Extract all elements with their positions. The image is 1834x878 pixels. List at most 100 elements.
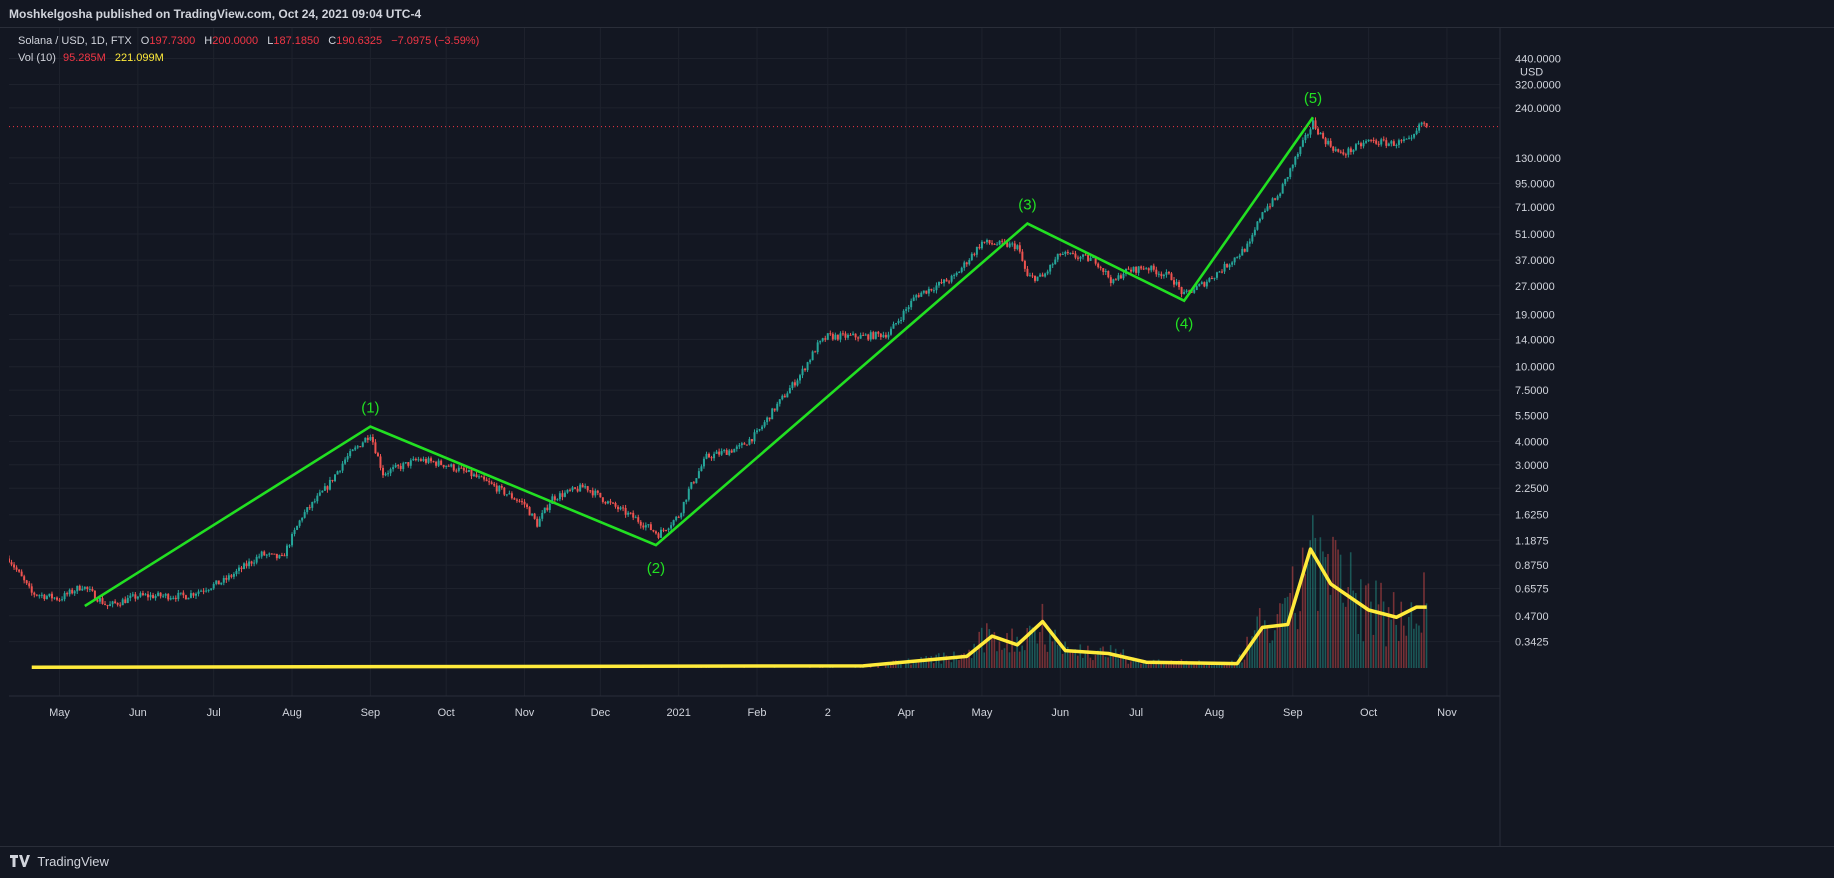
volume-bar — [1402, 625, 1405, 668]
volume-bar — [1054, 629, 1056, 668]
volume-bar — [1034, 629, 1036, 668]
candle-body — [1344, 154, 1347, 156]
volume-bar — [1362, 641, 1365, 668]
candle-body — [1365, 141, 1368, 143]
candle-body — [895, 323, 898, 325]
volume-bar — [965, 657, 968, 668]
x-tick-label: Dec — [591, 707, 611, 719]
candle-body — [922, 290, 925, 293]
candle-body — [1160, 273, 1163, 277]
volume-bar — [1104, 656, 1107, 668]
candle-body — [222, 577, 225, 583]
volume-bar — [1256, 616, 1258, 668]
candle-body — [1097, 263, 1100, 268]
y-tick-label: 2.2500 — [1515, 483, 1549, 495]
volume-bar — [1339, 554, 1342, 668]
candle-body — [1377, 143, 1380, 145]
candle-body — [96, 599, 99, 602]
x-tick-label: Jul — [207, 707, 221, 719]
volume-bar — [978, 631, 981, 668]
candle-body — [996, 244, 999, 246]
candle-body — [187, 597, 190, 600]
candle-body — [662, 529, 665, 531]
candle-body — [1380, 139, 1383, 145]
volume-bar — [1289, 592, 1291, 668]
volume-bar — [1066, 646, 1069, 668]
chart-svg[interactable]: (1)(2)(3)(4)(5) 190.632510:55:51 440.000… — [8, 28, 1825, 846]
volume-bar — [1279, 603, 1281, 668]
tradingview-logo-icon[interactable] — [10, 848, 30, 878]
volume-bar — [943, 652, 945, 668]
y-tick-label: 1.1875 — [1515, 535, 1549, 547]
candle-body — [857, 337, 860, 339]
candle-body — [963, 262, 966, 268]
volume-bar — [930, 656, 932, 668]
volume-bar — [1408, 616, 1410, 668]
candle-body — [649, 524, 652, 530]
candle-body — [1107, 271, 1110, 278]
y-tick-label: 440.0000 — [1515, 54, 1561, 66]
candle-body — [1130, 269, 1133, 272]
volume-bar — [1370, 601, 1372, 668]
volume-bar — [1011, 628, 1013, 668]
y-tick-label: 0.8750 — [1515, 560, 1549, 572]
y-tick-label: 51.0000 — [1515, 229, 1555, 241]
candle-body — [973, 253, 976, 255]
candle-body — [45, 596, 48, 600]
volume-bar — [1241, 662, 1243, 668]
candle-body — [450, 464, 453, 467]
candle-body — [30, 586, 33, 593]
candle-body — [1082, 254, 1085, 257]
candle-body — [536, 518, 539, 527]
candle-body — [1294, 156, 1297, 165]
tradingview-brand[interactable]: TradingView — [37, 854, 109, 869]
candle-body — [63, 593, 66, 600]
candle-body — [399, 465, 402, 469]
candle-body — [1031, 275, 1034, 277]
candle-body — [1167, 272, 1170, 274]
candle-body — [1413, 134, 1416, 138]
candle-body — [518, 500, 521, 502]
candle-body — [1266, 206, 1269, 211]
candle-body — [442, 464, 445, 467]
candle-body — [278, 555, 281, 559]
candle-body — [344, 459, 347, 464]
candle-body — [217, 580, 220, 585]
candle-body — [804, 368, 807, 371]
candle-body — [1099, 267, 1102, 269]
x-tick-label: Nov — [515, 707, 535, 719]
candle-body — [1145, 268, 1148, 270]
y-tick-label: 1.6250 — [1515, 510, 1549, 522]
volume-bar — [1377, 604, 1380, 668]
candle-body — [869, 332, 872, 340]
volume-bar — [935, 654, 938, 668]
candle-body — [1281, 184, 1284, 194]
volume-bar — [1082, 657, 1084, 668]
volume-bar — [1140, 663, 1142, 668]
volume-legend: Vol (10) 95.285M 221.099M — [18, 52, 164, 64]
candle-body — [475, 474, 478, 478]
candle-body — [1084, 254, 1087, 256]
wave-label: (5) — [1304, 90, 1322, 107]
x-tick-label: Jul — [1129, 707, 1143, 719]
candle-body — [389, 469, 392, 474]
volume-bar — [1296, 629, 1299, 668]
volume-bar — [1084, 653, 1087, 668]
volume-bar — [1213, 664, 1216, 668]
candle-body — [164, 594, 167, 596]
candle-body — [791, 382, 794, 389]
chart-area[interactable]: (1)(2)(3)(4)(5) 190.632510:55:51 440.000… — [8, 28, 1825, 846]
volume-bar — [1344, 606, 1347, 668]
candle-body — [609, 501, 612, 503]
volume-bar — [922, 659, 925, 668]
price-axis-currency: USD — [1520, 66, 1543, 78]
volume-bar — [980, 627, 983, 668]
volume-bar — [925, 655, 927, 668]
candle-body — [533, 513, 536, 519]
candle-body — [316, 495, 319, 502]
candle-body — [647, 524, 650, 526]
candle-body — [1243, 248, 1246, 252]
candle-body — [298, 520, 301, 526]
candle-body — [1276, 196, 1279, 200]
candle-body — [763, 422, 766, 427]
